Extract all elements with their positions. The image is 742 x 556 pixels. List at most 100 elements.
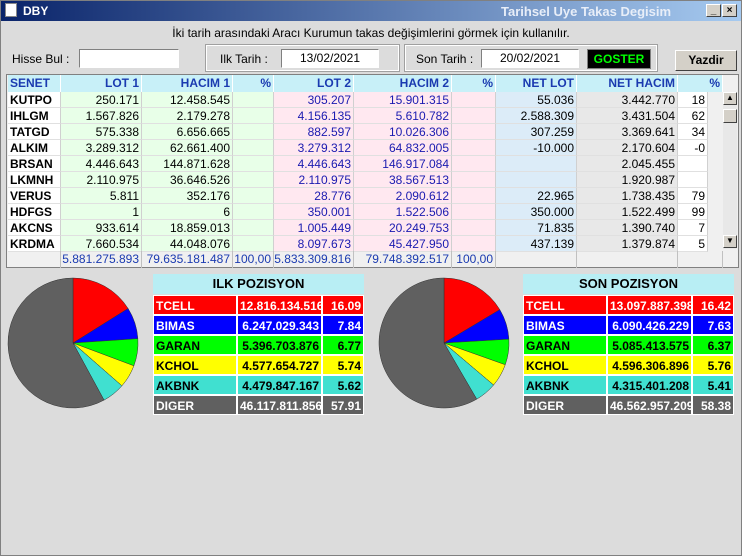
table-cell: BRSAN [8,156,61,172]
total-cell [4,251,61,268]
table-cell [233,124,274,140]
table-cell: 3.369.641 [577,124,678,140]
table-cell: 2.588.309 [496,108,577,124]
legend-pct: 6.77 [322,335,364,355]
table-cell: 4.156.135 [274,108,354,124]
table-cell: 71.835 [496,220,577,236]
table-cell: 18.859.013 [142,220,233,236]
table-cell [233,220,274,236]
legend-amount: 12.816.134.516 [237,295,322,315]
table-cell: 1.567.826 [61,108,142,124]
column-header: NET LOT [496,75,577,92]
table-cell: VERUS [8,188,61,204]
scroll-down[interactable]: ▼ [723,235,737,248]
table-cell: 350.000 [496,204,577,220]
legend-name: AKBNK [153,375,237,395]
table-cell: 79 [678,188,708,204]
scroll-up[interactable]: ▲ [723,92,737,105]
table-cell: 20.249.753 [354,220,452,236]
table-cell [452,140,496,156]
legend-pct: 5.74 [322,355,364,375]
table-cell: 10.026.306 [354,124,452,140]
table-cell [233,108,274,124]
total-cell: 100,00 [448,251,496,268]
table-cell [496,172,577,188]
legend-pct: 5.41 [692,375,734,395]
legend-amount: 4.577.654.727 [237,355,322,375]
legend-pct: 6.37 [692,335,734,355]
last-date-input[interactable]: 20/02/2021 [481,49,579,68]
legend-name: BIMAS [523,315,607,335]
table-cell: 2.110.975 [274,172,354,188]
table-cell [233,140,274,156]
table-cell: 45.427.950 [354,236,452,252]
table-cell: 1.522.506 [354,204,452,220]
table-cell [452,156,496,172]
legend-name: KCHOL [153,355,237,375]
table-cell: 99 [678,204,708,220]
legend-amount: 6.247.029.343 [237,315,322,335]
table-cell: 146.917.084 [354,156,452,172]
legend-name: DIGER [523,395,607,415]
table-cell [233,156,274,172]
legend-name: AKBNK [523,375,607,395]
column-header: HACIM 2 [354,75,452,92]
legend-amount: 13.097.887.398 [607,295,692,315]
table-cell: 4.446.643 [61,156,142,172]
instruction: İki tarih arasındaki Aracı Kurumun takas… [172,26,570,40]
table-cell: 575.338 [61,124,142,140]
pie-chart [7,277,139,409]
first-date-input[interactable]: 13/02/2021 [281,49,379,68]
table-cell: 437.139 [496,236,577,252]
table-cell: 305.207 [274,92,354,108]
legend-amount: 4.596.306.896 [607,355,692,375]
table-cell: 5.610.782 [354,108,452,124]
print-button[interactable]: Yazdir [675,50,737,71]
table-cell: AKCNS [8,220,61,236]
legend-pct: 7.84 [322,315,364,335]
legend-pct: 16.42 [692,295,734,315]
panel-title: ILK POZISYON [153,274,364,294]
scroll-thumb[interactable] [723,109,737,123]
table-cell: 62 [678,108,708,124]
table-cell: 4.446.643 [274,156,354,172]
panel-title: SON POZISYON [523,274,734,294]
legend-name: GARAN [153,335,237,355]
table-cell: 6.656.665 [142,124,233,140]
close-button[interactable]: × [722,4,737,17]
table-cell [233,204,274,220]
show-button[interactable]: GOSTER [587,49,651,69]
search-input[interactable] [79,49,179,68]
scrollbar[interactable]: ▲ ▼ [723,92,737,249]
column-header: LOT 1 [61,75,142,92]
legend-amount: 46.562.957.209 [607,395,692,415]
total-cell [674,251,723,268]
table-cell [452,124,496,140]
column-header: SENET [8,75,61,92]
table-cell: 62.661.400 [142,140,233,156]
table-cell: 8.097.673 [274,236,354,252]
table-cell [233,92,274,108]
table-cell: 3.442.770 [577,92,678,108]
table-cell: 34 [678,124,708,140]
pie-chart [378,277,510,409]
table-cell: 5 [678,236,708,252]
table-cell [233,172,274,188]
table-cell [452,92,496,108]
column-header: LOT 2 [274,75,354,92]
table-cell: 18 [678,92,708,108]
table-cell: 64.832.005 [354,140,452,156]
table-cell: 3.279.312 [274,140,354,156]
legend-amount: 4.315.401.208 [607,375,692,395]
table-cell: 38.567.513 [354,172,452,188]
table-cell: 7 [678,220,708,236]
total-cell: 79.748.392.517 [350,251,452,268]
table-cell: 44.048.076 [142,236,233,252]
table-cell [452,220,496,236]
last-date-label: Son Tarih : [416,52,474,66]
table-cell: 3.431.504 [577,108,678,124]
minimize-button[interactable]: _ [706,4,721,17]
table-cell: 2.110.975 [61,172,142,188]
table-cell: 2.179.278 [142,108,233,124]
table-cell: KRDMA [8,236,61,252]
